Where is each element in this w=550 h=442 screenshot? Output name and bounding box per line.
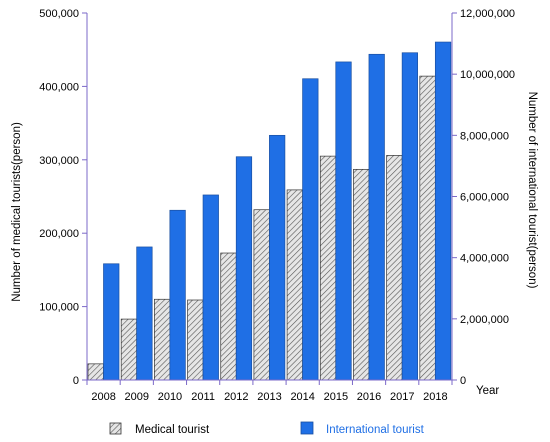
- legend: Medical tourist International tourist: [109, 421, 425, 436]
- legend-label-international: International tourist: [326, 424, 425, 436]
- x-tick-label-2012: 2012: [224, 391, 248, 403]
- y-right-tick-label: 0: [460, 375, 466, 387]
- y-right-tick-label: 6,000,000: [460, 192, 509, 204]
- y-left-tick-label: 200,000: [39, 228, 79, 240]
- bar-medical-2011: [187, 299, 204, 381]
- y-left-tick-label: 0: [73, 375, 79, 387]
- y-right-tick-label: 4,000,000: [460, 253, 509, 265]
- y-right-tick-label: 12,000,000: [460, 8, 515, 20]
- bar-international-2011: [202, 194, 219, 381]
- bar-international-2012: [235, 156, 253, 381]
- legend-label-medical: Medical tourist: [135, 424, 210, 436]
- x-tick-label-2011: 2011: [191, 391, 215, 403]
- y-left-tick-label: 500,000: [39, 8, 79, 20]
- legend-swatch-medical: [109, 422, 122, 435]
- y-axis-left-label: Number of medical tourists(person): [11, 122, 23, 302]
- bar-international-2013: [269, 134, 286, 381]
- x-tick-label-2009: 2009: [125, 391, 149, 403]
- bar-international-2014: [302, 78, 319, 381]
- legend-swatch-international: [300, 421, 314, 435]
- y-left-tick-label: 100,000: [39, 302, 79, 314]
- bar-international-2010: [169, 209, 186, 381]
- bar-medical-2012: [220, 252, 237, 381]
- y-right-tick-label: 10,000,000: [460, 69, 515, 81]
- bar-international-2015: [335, 61, 352, 381]
- bar-medical-2008: [87, 363, 104, 381]
- x-tick-label-2016: 2016: [357, 391, 381, 403]
- bar-medical-2016: [353, 168, 370, 381]
- y-left-tick-label: 300,000: [39, 155, 79, 167]
- bar-medical-2014: [286, 189, 303, 381]
- bar-international-2008: [103, 263, 120, 381]
- bar-international-2017: [401, 52, 418, 381]
- x-tick-label-2018: 2018: [423, 391, 447, 403]
- bars-layer: [87, 41, 452, 381]
- ticks-layer: 2008 2009 2010 2011 2012 2013 2014 2015 2016 2017…: [39, 8, 515, 403]
- x-tick-label-2010: 2010: [158, 391, 182, 403]
- bar-medical-2013: [253, 209, 270, 381]
- bar-international-2018: [434, 41, 452, 381]
- bar-international-2009: [136, 246, 153, 381]
- y-right-tick-label: 8,000,000: [460, 130, 509, 142]
- bar-medical-2009: [120, 318, 138, 381]
- x-tick-label-2015: 2015: [324, 391, 348, 403]
- x-tick-label-2014: 2014: [290, 391, 314, 403]
- y-axis-right-label: Number of international tourist(person): [526, 92, 538, 289]
- bar-medical-2010: [154, 298, 171, 381]
- bar-medical-2015: [319, 155, 337, 381]
- bar-medical-2018: [419, 75, 436, 381]
- y-right-tick-label: 2,000,000: [460, 314, 509, 326]
- x-tick-label-2008: 2008: [91, 391, 115, 403]
- x-axis-label: Year: [476, 385, 499, 397]
- bar-international-2016: [368, 53, 385, 381]
- x-tick-label-2017: 2017: [390, 391, 414, 403]
- bar-medical-2017: [386, 155, 403, 381]
- y-left-tick-label: 400,000: [39, 81, 79, 93]
- axes-layer: [82, 12, 457, 385]
- x-tick-label-2013: 2013: [257, 391, 281, 403]
